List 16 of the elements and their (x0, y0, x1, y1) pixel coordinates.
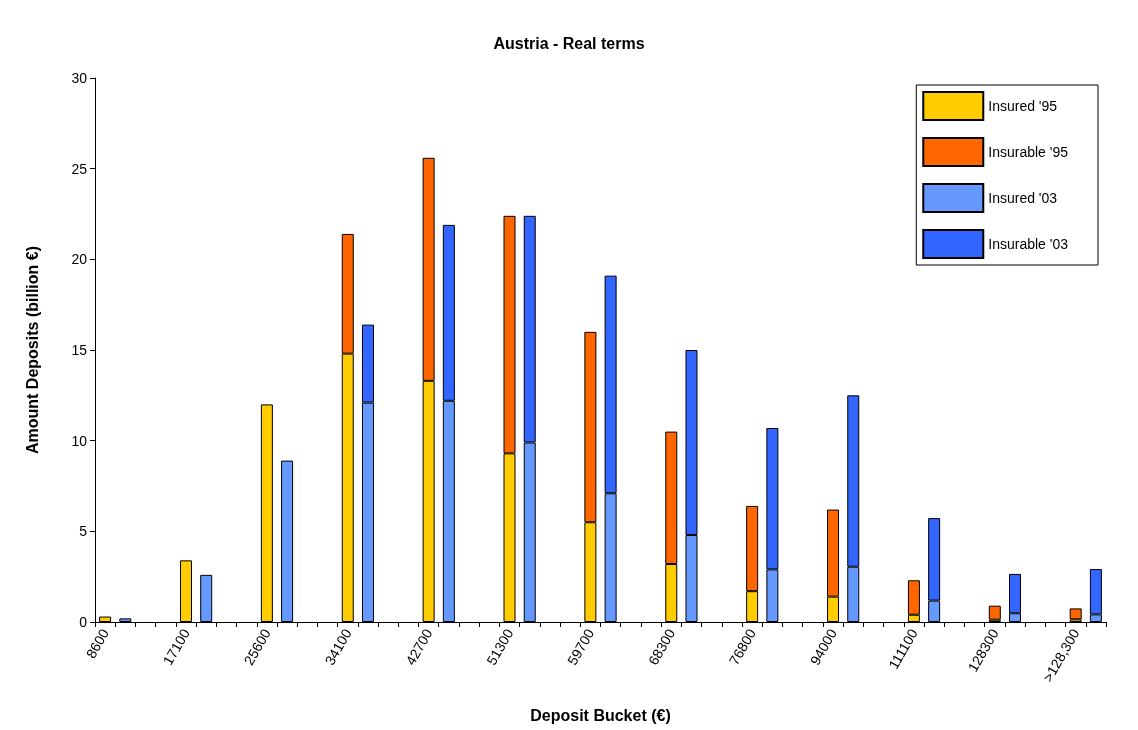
legend-label: Insured '03 (988, 190, 1058, 206)
legend-label: Insurable '95 (988, 144, 1069, 160)
legend-label: Insured '95 (988, 98, 1058, 114)
legend-label: Insurable '03 (988, 236, 1069, 252)
y-axis-title: Amount Deposits (billion €) (23, 246, 41, 454)
bar (1069, 608, 1082, 620)
y-tick-label: 25 (71, 160, 88, 177)
chart-title: Austria - Real terms (493, 34, 645, 52)
y-tick-label: 10 (71, 432, 88, 449)
y-tick-label: 15 (71, 342, 88, 358)
y-tick-label: 30 (71, 70, 88, 86)
bar (988, 605, 1001, 620)
y-tick-label: 20 (71, 251, 88, 268)
x-axis-title: Deposit Bucket (€) (530, 706, 671, 724)
y-tick-label: 5 (79, 523, 88, 540)
y-tick-label: 0 (79, 614, 88, 630)
